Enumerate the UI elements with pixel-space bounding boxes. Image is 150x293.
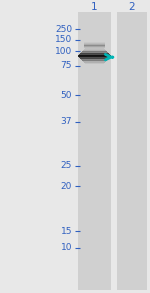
Bar (79, 56, 110, 57)
Bar (84, 48, 105, 49)
Text: 2: 2 (129, 2, 135, 12)
Bar (84, 62, 105, 63)
Bar (82, 60, 107, 61)
Text: 1: 1 (91, 2, 98, 12)
Bar (84, 49, 105, 50)
Bar (85, 47, 103, 48)
Bar (82, 59, 107, 60)
Bar (79, 57, 110, 58)
Bar (84, 48, 105, 49)
Bar (83, 50, 106, 51)
Text: 100: 100 (55, 47, 72, 56)
Bar (117, 12, 147, 290)
Bar (81, 52, 108, 53)
Bar (80, 57, 109, 58)
Bar (81, 59, 108, 60)
Text: 150: 150 (55, 35, 72, 44)
Bar (84, 44, 105, 45)
Bar (85, 48, 104, 49)
Bar (82, 51, 107, 52)
Bar (84, 46, 105, 47)
Bar (84, 41, 105, 42)
Bar (84, 44, 105, 45)
Bar (80, 58, 109, 59)
Bar (84, 42, 105, 43)
Bar (79, 54, 110, 55)
Bar (83, 61, 106, 62)
Bar (78, 56, 111, 57)
Text: 15: 15 (60, 227, 72, 236)
Bar (79, 54, 110, 55)
Bar (84, 62, 105, 63)
Bar (83, 61, 106, 62)
Text: 250: 250 (55, 25, 72, 34)
Bar (78, 12, 111, 290)
Bar (81, 52, 108, 53)
Bar (84, 47, 105, 48)
Bar (82, 60, 107, 61)
Bar (80, 53, 109, 54)
Bar (83, 50, 106, 51)
Bar (85, 63, 104, 64)
Bar (84, 43, 105, 44)
Bar (78, 55, 111, 56)
Text: 50: 50 (60, 91, 72, 100)
Text: 20: 20 (61, 182, 72, 190)
Bar (85, 63, 104, 64)
Text: 10: 10 (60, 243, 72, 252)
Bar (80, 53, 109, 54)
Bar (85, 48, 104, 49)
Bar (82, 51, 107, 52)
Bar (79, 55, 110, 56)
Bar (84, 46, 105, 47)
Text: 37: 37 (60, 117, 72, 126)
Text: 75: 75 (60, 62, 72, 70)
Text: 25: 25 (61, 161, 72, 170)
Bar (84, 45, 105, 46)
Bar (84, 49, 105, 50)
Bar (80, 58, 109, 59)
